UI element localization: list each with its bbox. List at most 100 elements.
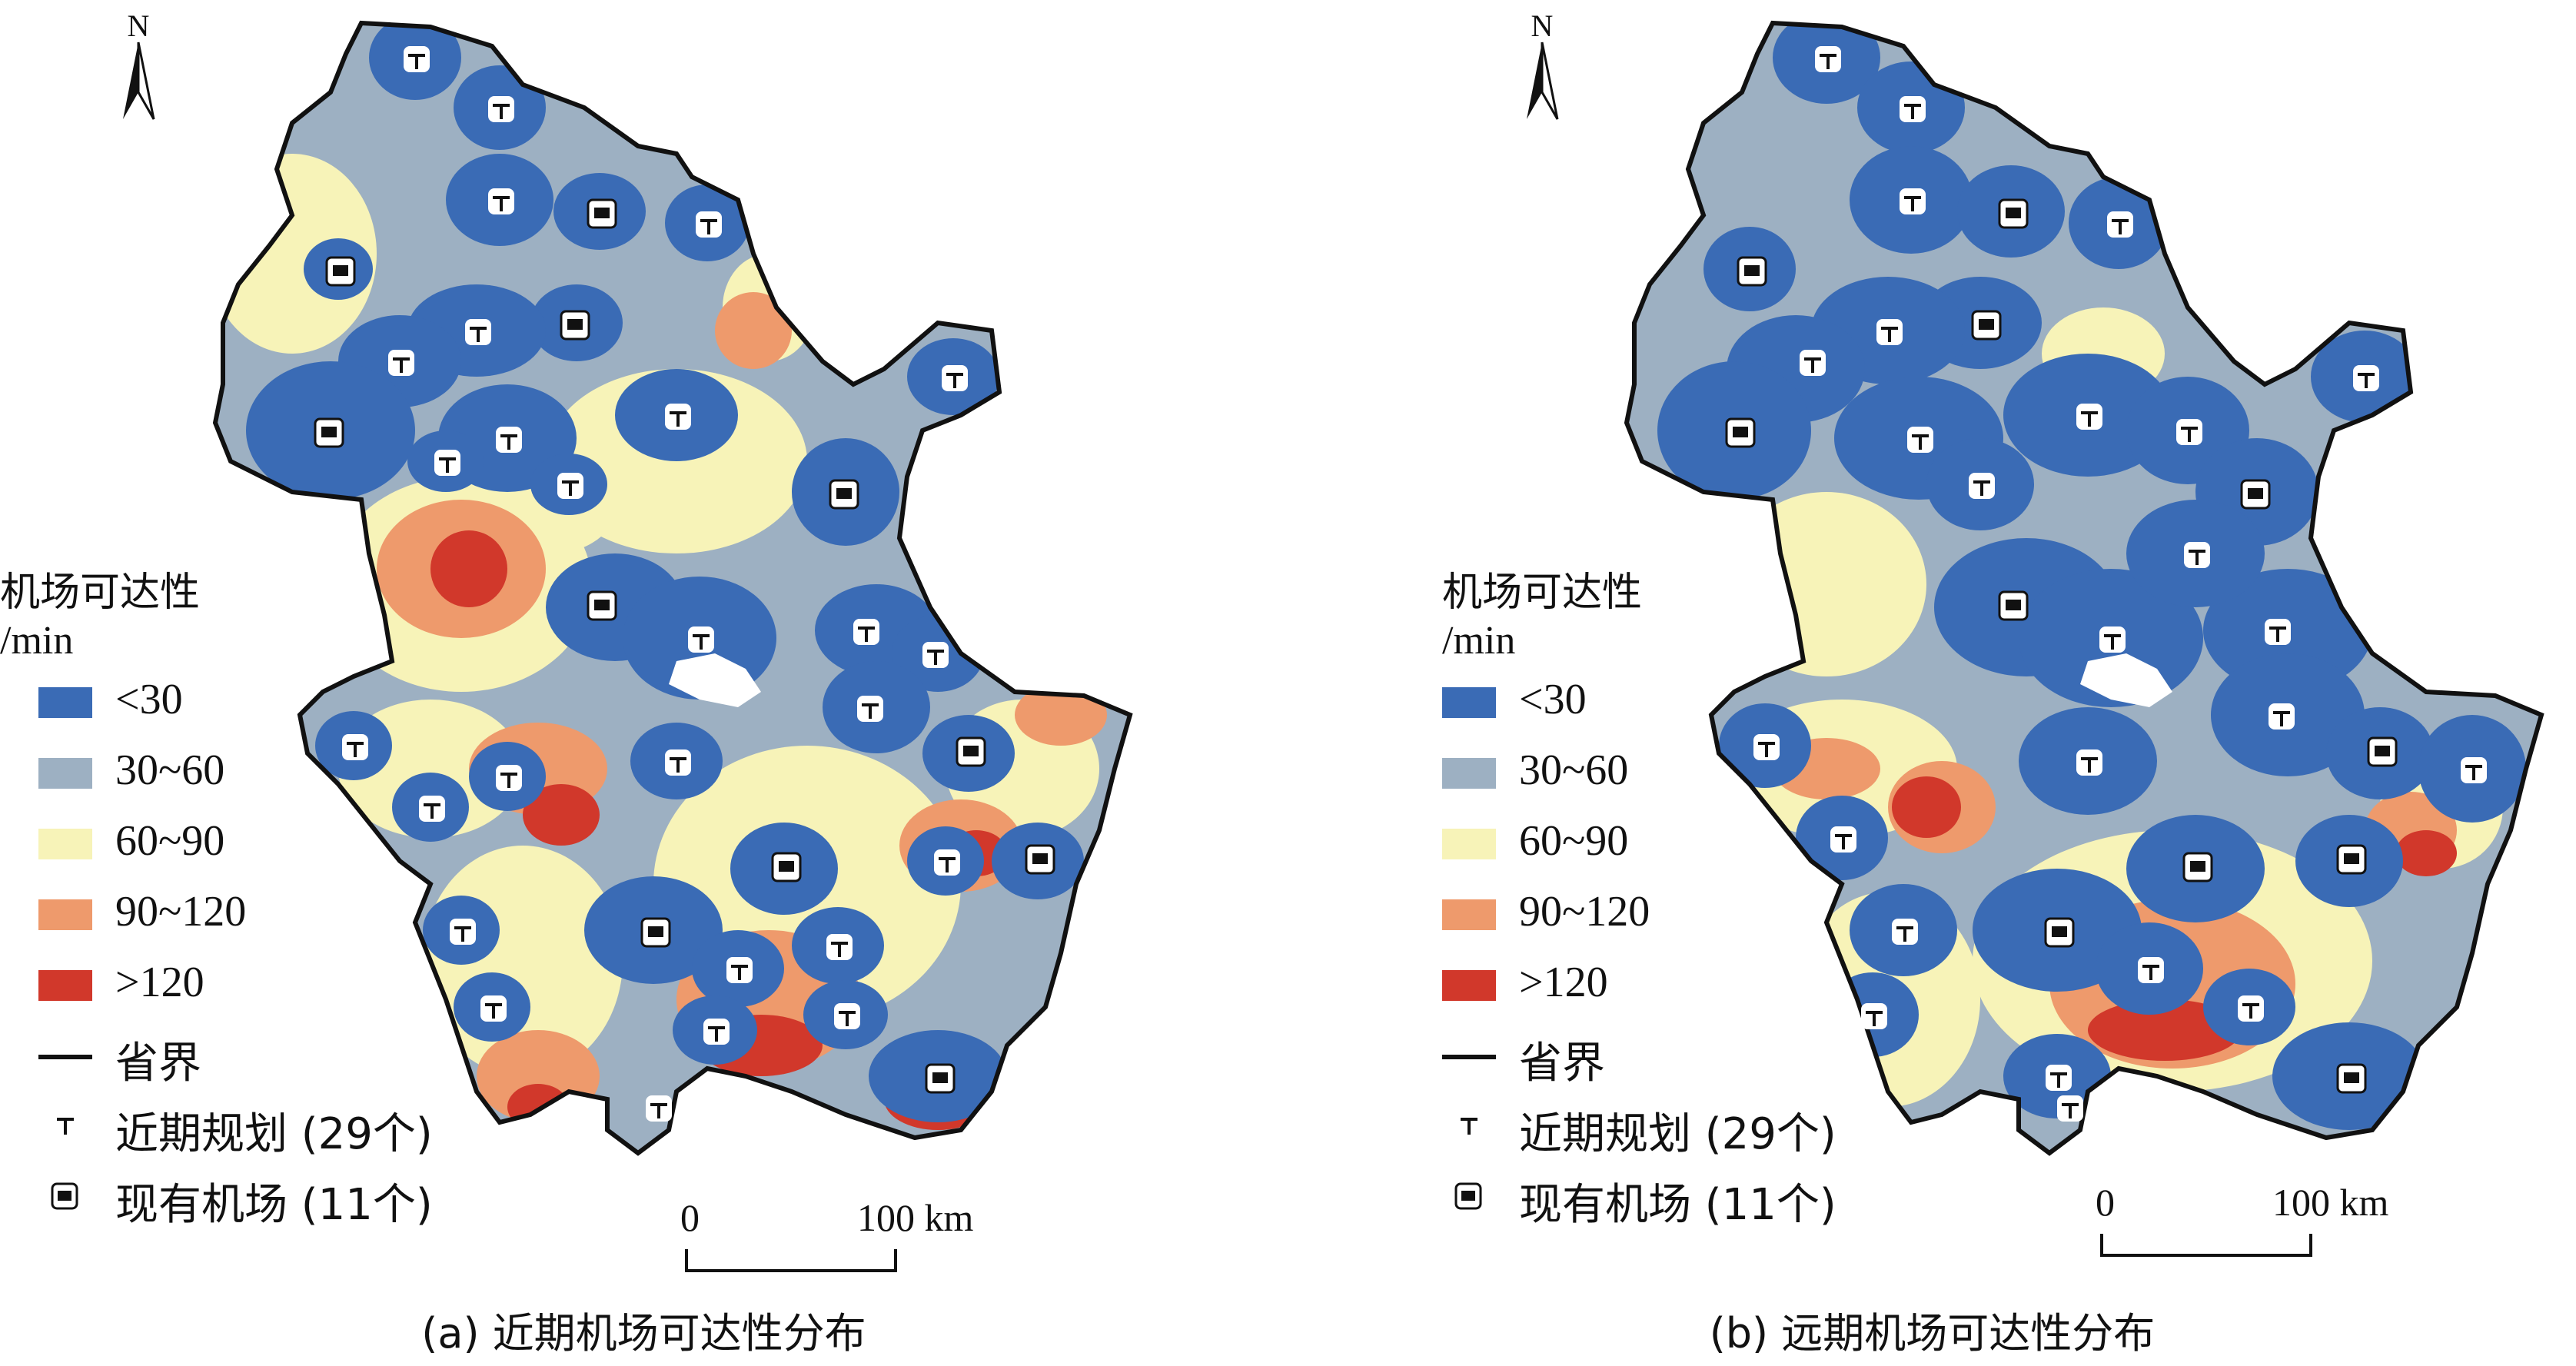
planned-airport-icon [834, 1003, 860, 1029]
planned-airport-icon [1969, 473, 1995, 499]
province-boundary [212, 20, 1133, 1156]
scale-bar-line [2100, 1234, 2312, 1257]
legend-unit: /min [0, 619, 74, 663]
planned-airport-icon [696, 211, 722, 238]
legend-boundary: 省界 [0, 1018, 201, 1088]
planned-airport-icon [2076, 749, 2102, 776]
province-boundary [1624, 20, 2544, 1156]
legend-label: 60~90 [1519, 817, 1629, 865]
planned-airport-icon [942, 365, 968, 391]
north-arrow: N [1511, 8, 1573, 123]
scale-bar: 0 100 km [2096, 1180, 2418, 1265]
planned-airport-icon [404, 46, 430, 72]
legend-swatch [38, 970, 92, 1001]
existing-airport-icon [771, 852, 802, 882]
existing-airport-icon [560, 310, 590, 341]
legend-swatch [38, 899, 92, 930]
planned-airport-icon [826, 934, 853, 960]
accessibility-map [212, 20, 1133, 1156]
legend-existing: 现有机场 (11个) [0, 1159, 433, 1230]
existing-airport-icon [925, 1063, 956, 1094]
legend-label: 60~90 [115, 817, 225, 865]
legend-swatch [38, 758, 92, 789]
legend-planned: 近期规划 (29个) [0, 1088, 433, 1159]
existing-airport-icon [1737, 256, 1767, 287]
planned-airport-icon [2076, 404, 2102, 430]
airport-markers [314, 46, 1055, 1122]
legend-planned: 近期规划 (29个) [1442, 1088, 1836, 1159]
planned-airport-icon [1861, 1003, 1887, 1029]
legend-label: 30~60 [115, 746, 225, 794]
planned-airport-icon [450, 919, 476, 945]
legend-label: 现有机场 (11个) [115, 1180, 433, 1230]
planned-airport-icon [480, 995, 507, 1022]
existing-airport-icon [1025, 844, 1055, 875]
scale-zero: 0 [680, 1196, 700, 1239]
existing-airport-icon [1998, 590, 2029, 621]
planned-airport-icon [1800, 350, 1826, 376]
existing-airport-icon [587, 590, 617, 621]
existing-airport-icon [314, 417, 344, 448]
north-label: N [127, 8, 150, 43]
legend-title: 机场可达性 [1442, 570, 1643, 616]
planned-airport-icon [488, 96, 514, 122]
airport-markers [1725, 46, 2487, 1122]
existing-airport-icon [829, 479, 859, 510]
scale-bar: 0 100 km [680, 1195, 1003, 1280]
accessibility-map [1624, 20, 2544, 1156]
planned-airport-icon [419, 796, 445, 822]
scale-bar-line [685, 1249, 897, 1272]
north-arrow: N [108, 8, 169, 123]
legend-label: 30~60 [1519, 746, 1629, 794]
planned-airport-icon [703, 1019, 730, 1045]
planned-airport-icon [465, 319, 491, 345]
legend-boundary: 省界 [1442, 1018, 1642, 1088]
planned-airport-icon [1753, 734, 1780, 760]
existing-airport-icon [2182, 852, 2213, 882]
map-panel-long-term: N 机场可达性 /min <30 30~60 60~90 90~120 >120… [1288, 0, 2576, 1366]
planned-airport-icon [2046, 1065, 2072, 1091]
legend-label: 近期规划 (29个) [1519, 1109, 1836, 1159]
planned-airport-icon [2057, 1095, 2083, 1122]
planned-airport-icon [857, 696, 883, 722]
legend-item: >120 [0, 947, 204, 1018]
planned-airport-icon [2107, 211, 2133, 238]
legend-swatch [38, 687, 92, 718]
planned-airport-icon [1907, 427, 1933, 453]
panel-caption: (b) 远期机场可达性分布 [1709, 1309, 2156, 1358]
legend: 机场可达性 /min <30 30~60 60~90 90~120 >120 省… [0, 567, 433, 1230]
legend-item: <30 [1442, 664, 1642, 735]
legend-item: 30~60 [0, 735, 224, 806]
legend-title: 机场可达性 [0, 570, 201, 616]
existing-airport-icon [587, 198, 617, 229]
legend-unit: /min [1442, 619, 1516, 663]
planned-airport-icon [2138, 957, 2164, 983]
planned-airport-icon [665, 749, 691, 776]
planned-airport-icon [688, 626, 714, 653]
planned-airport-icon [2238, 995, 2264, 1022]
planned-airport-icon [2353, 365, 2379, 391]
legend-item: 90~120 [0, 876, 246, 947]
existing-airport-icon [1725, 417, 1756, 448]
planned-airport-icon [434, 450, 460, 476]
planned-airport-icon [665, 404, 691, 430]
legend: 机场可达性 /min <30 30~60 60~90 90~120 >120 省… [1442, 567, 1836, 1230]
planned-airport-icon [557, 473, 583, 499]
legend-item: <30 [0, 664, 200, 735]
legend-item: 60~90 [1442, 806, 1642, 876]
planned-airport-icon [2461, 757, 2487, 783]
planned-airport-icon [342, 734, 368, 760]
legend-swatch [1442, 758, 1496, 789]
existing-airport-icon [325, 256, 356, 287]
legend-swatch [38, 829, 92, 859]
legend-label: 近期规划 (29个) [115, 1109, 433, 1159]
existing-airport-icon [1998, 198, 2029, 229]
planned-airport-icon [922, 642, 949, 668]
existing-airport-icon [51, 1182, 78, 1210]
legend-swatch [1442, 970, 1496, 1001]
legend-swatch [1442, 899, 1496, 930]
legend-item: 30~60 [1442, 735, 1642, 806]
planned-airport-icon [1900, 96, 1926, 122]
legend-swatch [1442, 687, 1496, 718]
legend-label: 90~120 [1519, 888, 1650, 936]
